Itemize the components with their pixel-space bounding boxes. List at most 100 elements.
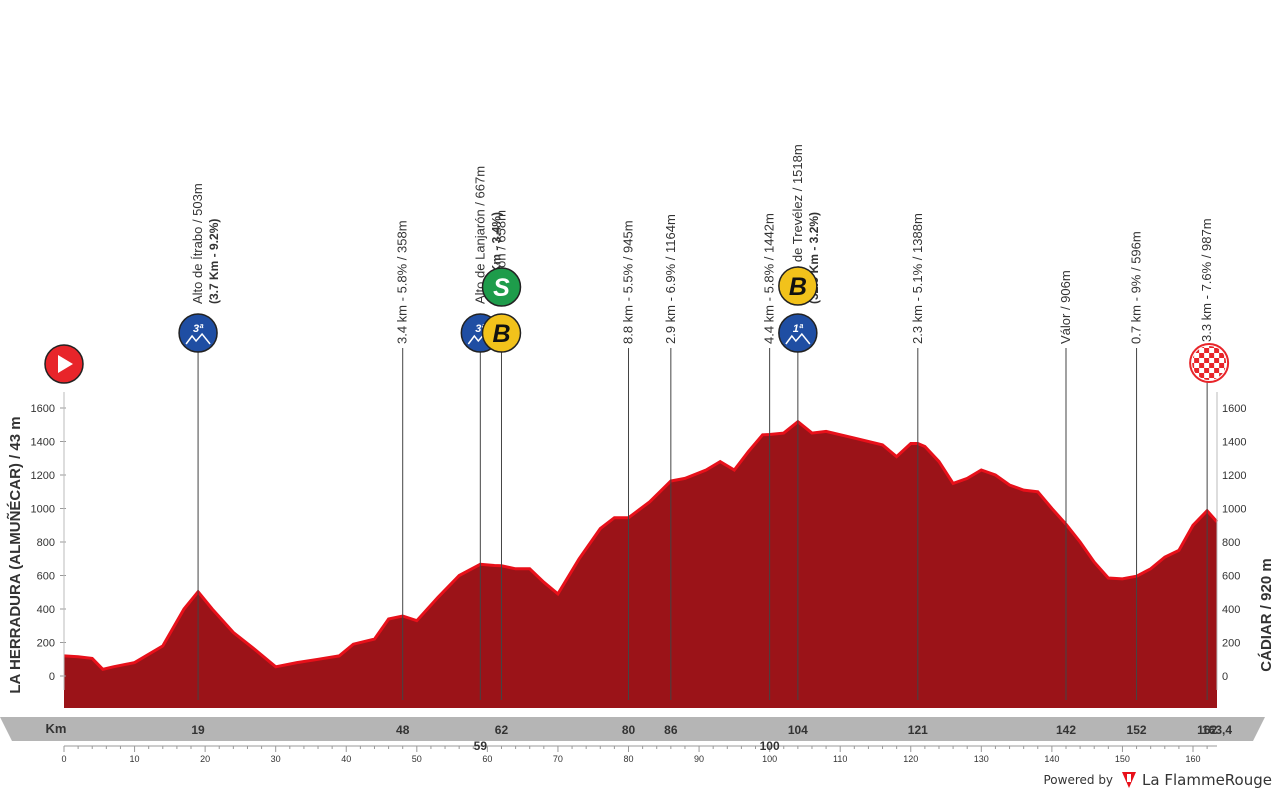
km-marker-label: 142 xyxy=(1056,723,1076,737)
x-tick-label: 120 xyxy=(903,754,918,764)
km-marker-label: 62 xyxy=(495,723,509,737)
bonus-icon: B xyxy=(481,313,522,353)
y-tick-label-right: 1400 xyxy=(1222,437,1246,449)
km-marker-label: 59 xyxy=(474,739,488,753)
y-tick-label-right: 1200 xyxy=(1222,470,1246,482)
start-icon xyxy=(44,344,84,384)
y-tick-label-right: 600 xyxy=(1222,571,1240,583)
y-tick-label-right: 1600 xyxy=(1222,403,1246,415)
bonus-icon: B xyxy=(778,266,818,306)
sprint-icon: S xyxy=(481,267,522,307)
annotation-text: Válor / 906m xyxy=(1058,270,1073,344)
y-tick-label-right: 800 xyxy=(1222,537,1240,549)
mountain-glyph xyxy=(185,332,211,345)
kom-icon: 3ª xyxy=(178,313,218,353)
y-tick-label-left: 0 xyxy=(49,671,55,683)
y-tick-label-left: 1400 xyxy=(31,437,55,449)
x-tick-label: 20 xyxy=(200,754,210,764)
kom-category: 3ª xyxy=(193,323,204,335)
annotation-text: 3.4 km - 5.8% / 358m xyxy=(395,220,410,344)
flamme-rouge-icon xyxy=(1122,772,1137,788)
brand-name: La FlammeRouge xyxy=(1142,771,1272,789)
x-tick-label: 90 xyxy=(694,754,704,764)
bonus-disc xyxy=(778,266,818,306)
finish-icon xyxy=(1189,343,1230,383)
annotation-text: 8.8 km - 5.5% / 945m xyxy=(621,220,636,344)
x-tick-label: 50 xyxy=(412,754,422,764)
elevation-profile xyxy=(63,419,1219,708)
annotation-text: 4.4 km - 5.8% / 1442m xyxy=(762,213,777,344)
y-tick-label-left: 800 xyxy=(37,537,55,549)
kom-disc xyxy=(178,313,218,353)
annotation-lines xyxy=(197,348,1208,700)
y-tick-label-right: 0 xyxy=(1222,671,1228,683)
x-tick-label: 0 xyxy=(61,754,66,764)
annotation-text: 0.7 km - 9% / 596m xyxy=(1129,231,1144,344)
y-tick-label-right: 400 xyxy=(1222,604,1240,616)
bonus-disc xyxy=(481,313,522,353)
x-tick-label: 150 xyxy=(1115,754,1130,764)
kom-category: 3ª xyxy=(475,323,486,335)
mountain-glyph xyxy=(785,332,811,345)
sprint-disc xyxy=(481,267,522,307)
bonus-letter: B xyxy=(492,320,510,348)
x-tick-label: 60 xyxy=(482,754,492,764)
y-tick-label-left: 400 xyxy=(37,604,55,616)
km-marker-label: 86 xyxy=(664,723,678,737)
sprint-letter: S xyxy=(493,274,510,302)
y-tick-label-left: 1000 xyxy=(31,504,55,516)
y-tick-label-right: 1000 xyxy=(1222,504,1246,516)
annotation-subtext: (3.7 Km - 9.2%) xyxy=(207,219,221,304)
elevation-edge xyxy=(63,419,1219,671)
annotation-text: Alto de Ítrabo / 503m xyxy=(190,183,205,304)
y-tick-label-left: 1600 xyxy=(31,403,55,415)
start-location-label: LA HERRADURA (ALMUÑÉCAR) / 43 m xyxy=(6,416,24,693)
km-marker-label: 19 xyxy=(191,723,205,737)
x-tick-label: 30 xyxy=(271,754,281,764)
x-tick-label: 40 xyxy=(341,754,351,764)
brand-logo: La FlammeRouge xyxy=(1121,771,1272,789)
powered-by-text: Powered by xyxy=(1043,773,1114,787)
y-tick-label-left: 200 xyxy=(37,638,55,650)
annotation-text: Alto de Lanjarón / 667m xyxy=(472,166,487,304)
annotation-text: 2.9 km - 6.9% / 1164m xyxy=(663,214,678,344)
km-marker-label: 48 xyxy=(396,723,410,737)
finish-location-label: CÁDIAR / 920 m xyxy=(1258,558,1275,671)
y-tick-label-left: 1200 xyxy=(31,470,55,482)
elevation-axis: 0 0 200 200 400 400 600 600 800 800 1000 1000 1200 12… xyxy=(31,392,1246,690)
km-marker-label: 163,4 xyxy=(1202,723,1232,737)
km-marker-label: 152 xyxy=(1127,723,1147,737)
x-tick-label: 100 xyxy=(762,754,777,764)
km-marker-label: 80 xyxy=(622,723,636,737)
x-tick-label: 160 xyxy=(1185,754,1200,764)
elevation-area xyxy=(64,421,1217,708)
start-arrow xyxy=(58,355,73,373)
x-tick-label: 130 xyxy=(974,754,989,764)
km-marker-label: 104 xyxy=(788,723,808,737)
climb-annotations: Alto de Ítrabo / 503m (3.7 Km - 9.2%) 3.4 … xyxy=(190,144,1214,344)
bonus-letter: B xyxy=(789,273,807,301)
x-tick-label: 10 xyxy=(130,754,140,764)
kom-disc xyxy=(778,313,818,353)
km-marker-label: 162 xyxy=(1197,723,1217,737)
x-tick-label: 80 xyxy=(623,754,633,764)
distance-axis: 0 10 20 30 40 50 60 70 80 90 100 110 120 130 140 150 160 xyxy=(61,745,1217,764)
x-tick-label: 110 xyxy=(833,754,847,764)
y-tick-label-left: 600 xyxy=(37,571,55,583)
km-marker-label: 121 xyxy=(908,723,928,737)
km-band-label: Km xyxy=(46,721,67,736)
km-band xyxy=(0,717,1265,741)
annotation-text: Puerto de Trevélez / 1518m xyxy=(790,144,805,304)
annotation-text: 3.3 km - 7.6% / 987m xyxy=(1199,218,1214,342)
y-tick-label-right: 200 xyxy=(1222,638,1240,650)
x-tick-label: 140 xyxy=(1044,754,1059,764)
footer-credit: Powered by La FlammeRouge xyxy=(1043,771,1272,789)
annotation-text: 2.3 km - 5.1% / 1388m xyxy=(910,213,925,344)
km-band-bar xyxy=(0,717,1265,741)
kom-icon: 1ª xyxy=(778,313,818,353)
km-marker-label: 100 xyxy=(760,739,780,753)
kom-category: 1ª xyxy=(793,323,804,335)
